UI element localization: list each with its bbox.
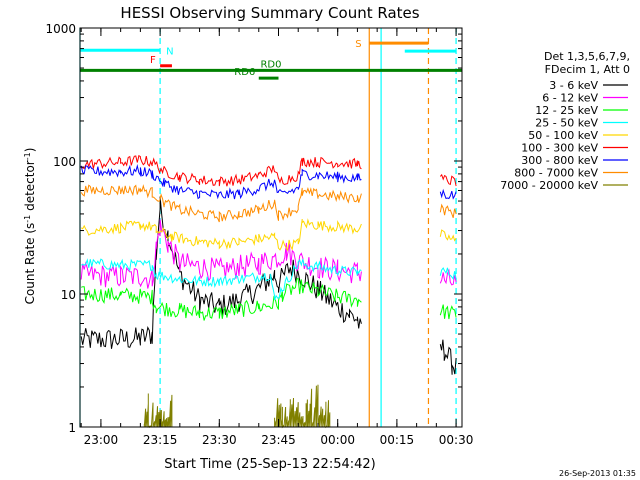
y-tick-label: 1000: [45, 22, 76, 36]
chart-title: HESSI Observing Summary Count Rates: [120, 4, 419, 22]
legend-label: 800 - 7000 keV: [514, 167, 598, 180]
annotation-label: F: [150, 55, 156, 66]
legend-label: 25 - 50 keV: [535, 117, 598, 130]
y-axis-label: Count Rate (s-1 detector-1): [23, 148, 38, 305]
series-line: [439, 188, 457, 200]
series-line: [81, 258, 362, 301]
x-tick-label: 23:15: [143, 433, 178, 447]
legend-label: 300 - 800 keV: [521, 154, 598, 167]
series-line: [81, 277, 362, 321]
series-line: [439, 229, 457, 242]
legend-label: 100 - 300 keV: [521, 142, 598, 155]
series-line: [439, 267, 457, 280]
y-tick-label: 100: [53, 155, 76, 169]
legend-header: Det 1,3,5,6,7,9,: [544, 50, 630, 63]
plot-timestamp: 26-Sep-2013 01:35: [559, 469, 636, 478]
x-tick-label: 23:45: [261, 433, 296, 447]
series-line: [80, 154, 362, 187]
series-line: [439, 173, 457, 187]
annotation-label: RD0: [260, 59, 281, 70]
series-line: [80, 184, 362, 223]
x-tick-label: 00:30: [439, 433, 474, 447]
series-line: [80, 196, 362, 349]
legend: Det 1,3,5,6,7,9,FDecim 1, Att 0 3 - 6 keV…: [500, 50, 630, 192]
annotation-label: RD6: [234, 67, 255, 78]
series-line: [274, 384, 331, 429]
legend-label: 3 - 6 keV: [549, 79, 598, 92]
x-tick-label: 00:15: [380, 433, 415, 447]
annotation-label: S: [355, 39, 361, 50]
series-line: [80, 164, 362, 200]
x-axis-label: Start Time (25-Sep-13 22:54:42): [164, 457, 375, 472]
series-line: [439, 339, 457, 375]
series-line: [439, 203, 457, 218]
legend-header: FDecim 1, Att 0: [545, 63, 630, 76]
y-tick-label: 10: [61, 288, 76, 302]
legend-label: 6 - 12 keV: [542, 92, 598, 105]
legend-label: 7000 - 20000 keV: [500, 179, 598, 192]
series-line: [439, 304, 457, 320]
x-tick-label: 00:00: [320, 433, 355, 447]
annotation-label: N: [166, 46, 173, 57]
series-line: [143, 393, 173, 429]
legend-label: 12 - 25 keV: [535, 104, 598, 117]
y-tick-label: 1: [68, 421, 76, 435]
plot-frame: [79, 27, 463, 428]
legend-label: 50 - 100 keV: [528, 129, 598, 142]
x-tick-label: 23:30: [202, 433, 237, 447]
x-tick-label: 23:00: [84, 433, 119, 447]
series-line: [80, 218, 362, 252]
series-line: [80, 219, 362, 289]
